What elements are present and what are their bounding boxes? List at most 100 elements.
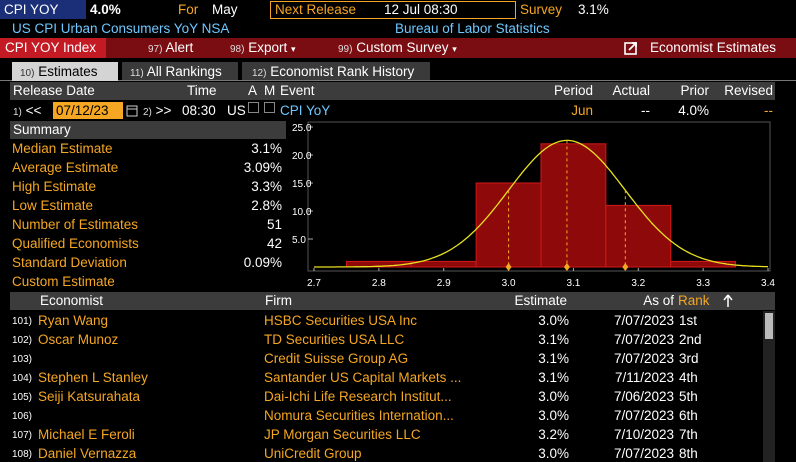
security-box[interactable] (0, 38, 106, 58)
next-release-label: Next Release (275, 2, 357, 17)
row-index[interactable]: 106) (12, 411, 33, 422)
rank: 1st (679, 313, 698, 328)
scroll-thumb[interactable] (765, 313, 773, 339)
prev-button[interactable]: 1) << (13, 101, 41, 122)
economist-name[interactable]: Michael E Feroli (38, 427, 135, 442)
col-header: Time (187, 83, 217, 98)
function-name[interactable]: Economist Estimates (650, 40, 777, 55)
as-of: 7/07/2023 (613, 408, 674, 423)
row-index[interactable]: 104) (12, 373, 33, 384)
summary-value: 0.09% (243, 255, 282, 270)
menu-label: Alert (165, 40, 194, 55)
x-tick-label: 3.1 (566, 278, 580, 289)
dropdown-icon: ▾ (452, 44, 457, 54)
histogram: 5.0 10.0 15.0 20.0 25.0 2.7 2.8 2.9 3.0 3.1 3.2 3.3… (292, 121, 775, 289)
next-button[interactable]: 2) >> (143, 101, 171, 122)
survey-value: 3.1% (578, 2, 609, 17)
tab-active[interactable] (12, 62, 118, 81)
col-header: Release Date (13, 83, 95, 98)
summary-title: Summary (13, 122, 71, 137)
row-index[interactable]: 102) (12, 335, 33, 346)
x-tick-label: 3.0 (502, 278, 516, 289)
menu-alert[interactable]: 97) Alert (148, 38, 193, 59)
firm: Credit Suisse Group AG (264, 351, 409, 366)
as-of: 7/07/2023 (613, 446, 674, 461)
col-header: Actual (612, 83, 650, 98)
col-header-sorted[interactable]: Rank (678, 293, 710, 308)
row-index[interactable]: 108) (12, 449, 33, 460)
rank: 8th (679, 446, 698, 461)
summary-value: 3.1% (251, 141, 282, 156)
country: US (227, 103, 246, 118)
scrollbar[interactable] (763, 311, 775, 462)
firm: Santander US Capital Markets ... (264, 370, 462, 385)
key: 2) (143, 107, 152, 118)
release-date[interactable]: 07/12/23 (56, 103, 109, 118)
as-of: 7/07/2023 (613, 351, 674, 366)
menu-export[interactable]: 98) Export ▾ (230, 38, 296, 59)
next-release-value: 12 Jul 08:30 (384, 2, 458, 17)
col-header: Event (280, 83, 315, 98)
tab-all-rankings[interactable]: 11) All Rankings (130, 62, 222, 83)
col-header: Period (553, 83, 593, 98)
tab[interactable] (122, 62, 238, 80)
for-label: For (178, 2, 199, 17)
x-tick-label: 3.3 (696, 278, 710, 289)
x-tick-label: 2.7 (307, 278, 321, 289)
ticker: CPI YOY (4, 2, 59, 17)
row-index[interactable]: 107) (12, 430, 33, 441)
checkbox[interactable] (248, 102, 259, 113)
tab-rank-history[interactable]: 12) Economist Rank History (252, 62, 414, 83)
summary-value: 3.09% (243, 160, 282, 175)
summary-label: Custom Estimate (12, 274, 115, 289)
row-index[interactable]: 101) (12, 316, 33, 327)
source: Bureau of Labor Statistics (395, 21, 550, 36)
economist-name[interactable]: Stephen L Stanley (38, 370, 148, 385)
rank: 5th (679, 389, 698, 404)
as-of: 7/07/2023 (613, 313, 674, 328)
economist-name[interactable]: Seiji Katsurahata (38, 389, 141, 404)
dropdown-icon: ▾ (291, 44, 296, 54)
row-index[interactable]: 103) (12, 354, 33, 365)
x-tick-label: 2.9 (437, 278, 451, 289)
calendar-icon[interactable] (126, 104, 138, 117)
firm: JP Morgan Securities LLC (264, 427, 421, 442)
col-header: As of (643, 293, 674, 308)
arrow-label: >> (155, 103, 172, 118)
histogram-bar (540, 143, 607, 268)
tab-label: All Rankings (146, 64, 222, 79)
reference-marker (563, 263, 570, 271)
histogram-bar (670, 260, 737, 268)
checkbox[interactable] (264, 102, 275, 113)
as-of: 7/11/2023 (614, 370, 674, 385)
y-tick-label: 15.0 (292, 179, 312, 190)
reference-marker (622, 263, 629, 271)
x-tick-label: 3.4 (761, 278, 775, 289)
arrow-label: << (25, 103, 42, 118)
summary-label: Median Estimate (12, 141, 113, 156)
tab-estimates[interactable]: 10) Estimates (20, 62, 98, 83)
launch-icon (624, 42, 637, 55)
date-box[interactable] (53, 102, 123, 119)
tab-label: Estimates (38, 64, 98, 79)
summary-header (10, 121, 286, 139)
col-header: Economist (40, 293, 104, 308)
row-index[interactable]: 105) (12, 392, 33, 403)
tab[interactable] (242, 62, 430, 80)
economist-name[interactable]: Ryan Wang (38, 313, 109, 328)
menu-custom-survey[interactable]: 99) Custom Survey ▾ (338, 38, 457, 59)
y-tick-label: 5.0 (292, 235, 306, 246)
y-tick-label: 10.0 (292, 207, 312, 218)
firm: UniCredit Group (264, 446, 362, 461)
economist-name[interactable]: Daniel Vernazza (38, 446, 137, 461)
security[interactable]: CPI YOY Index (5, 40, 97, 55)
economist-name[interactable]: Oscar Munoz (38, 332, 119, 347)
tab-label: Economist Rank History (270, 64, 415, 79)
rank: 3rd (679, 351, 699, 366)
as-of: 7/10/2023 (613, 427, 674, 442)
firm: Nomura Securities Internation... (264, 408, 454, 423)
col-header: A (248, 83, 258, 98)
x-tick-label: 2.8 (372, 278, 386, 289)
estimate: 3.1% (538, 370, 569, 385)
